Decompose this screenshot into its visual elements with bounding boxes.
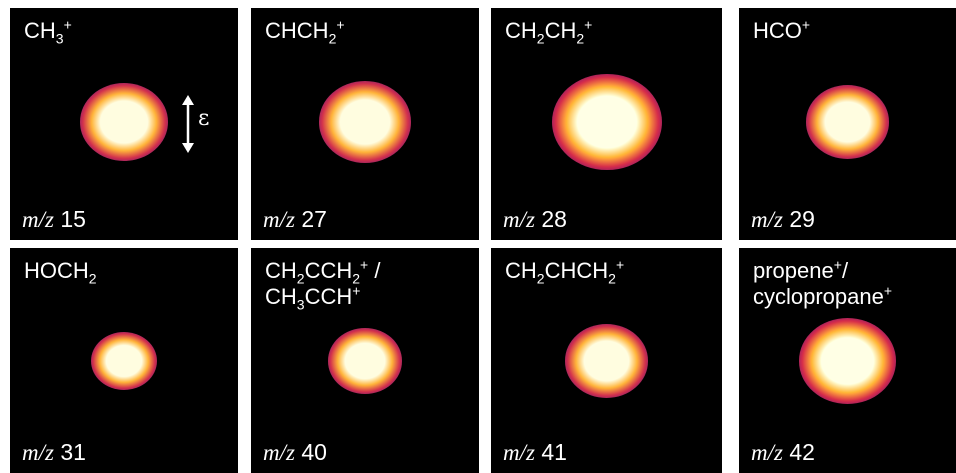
species-label: CH2CH2+: [505, 16, 593, 47]
mass-to-charge-label: m/z 29: [751, 206, 815, 232]
ion-image-blob: [551, 73, 662, 171]
velocity-map-panel: CH2CH2+ m/z 28: [491, 8, 722, 240]
velocity-map-panel: HCO+ m/z 29: [739, 8, 956, 240]
ion-image-blob: [564, 324, 649, 398]
species-label: HCO+: [753, 16, 811, 43]
ion-image-blob: [805, 85, 890, 159]
species-label: CH2CHCH2+: [505, 256, 625, 287]
ion-image-blob: [80, 83, 168, 161]
ion-image-blob: [799, 318, 896, 404]
mass-to-charge-label: m/z 31: [22, 439, 86, 465]
ion-image-blob: [327, 328, 403, 394]
ion-image-blob: [91, 331, 157, 391]
polarization-symbol: ε: [198, 106, 210, 131]
mass-to-charge-label: m/z 27: [263, 206, 327, 232]
ion-image-blob: [318, 81, 412, 163]
species-label: CH3+: [24, 16, 72, 47]
velocity-map-panel: CHCH2+ m/z 27: [251, 8, 479, 240]
velocity-map-panel: CH2CHCH2+ m/z 41: [491, 248, 722, 473]
species-label: HOCH2: [24, 258, 97, 287]
mass-to-charge-label: m/z 28: [503, 206, 567, 232]
polarization-arrow-icon: [182, 95, 194, 153]
velocity-map-panel: HOCH2 m/z 31: [10, 248, 238, 473]
mass-to-charge-label: m/z 40: [263, 439, 327, 465]
velocity-map-panel: CH3+ m/z 15 ε: [10, 8, 238, 240]
velocity-map-panel: propene+/cyclopropane+ m/z 42: [739, 248, 956, 473]
velocity-map-panel: CH2CCH2+ / CH3CCH+ m/z 40: [251, 248, 479, 473]
species-label: CH2CCH2+ / CH3CCH+: [265, 256, 381, 313]
mass-to-charge-label: m/z 41: [503, 439, 567, 465]
species-label: CHCH2+: [265, 16, 345, 47]
mass-to-charge-label: m/z 42: [751, 439, 815, 465]
species-label: propene+/cyclopropane+: [753, 256, 893, 309]
mass-to-charge-label: m/z 15: [22, 206, 86, 232]
